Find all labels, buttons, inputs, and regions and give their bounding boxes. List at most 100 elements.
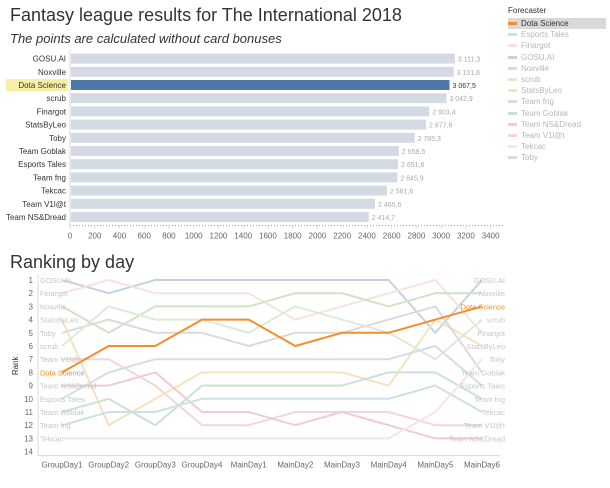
right-rank-label: Noxville xyxy=(479,289,505,298)
bar-value-label: 2 465,6 xyxy=(378,202,401,209)
rank-tick-label: 10 xyxy=(24,395,33,404)
right-rank-label: Finargot xyxy=(477,329,505,338)
legend-item-tekcac[interactable]: Tekcac xyxy=(508,141,606,152)
bar-value-label: 2 903,4 xyxy=(432,109,455,116)
bar-category-label: GOSU.AI xyxy=(33,55,66,64)
rank-tick-label: 8 xyxy=(29,368,34,377)
right-rank-label: Dota Science xyxy=(460,302,505,311)
x-tick-label: 1600 xyxy=(259,232,277,241)
x-tick-label: 2800 xyxy=(408,232,426,241)
legend-item-team-v1l-t[interactable]: Team V1l@t xyxy=(508,130,606,141)
day-tick-label: MainDay2 xyxy=(277,461,314,470)
rank-tick-label: 2 xyxy=(29,289,34,298)
legend-item-label: Toby xyxy=(521,153,538,163)
left-rank-label: Tekcac xyxy=(40,434,64,443)
legend-item-team-fng[interactable]: Team fng xyxy=(508,96,606,107)
bar-category-label: StatsByLeo xyxy=(25,121,66,130)
bar-category-label: Team V1l@t xyxy=(22,200,66,209)
bar-value-label: 2 877,6 xyxy=(429,123,452,130)
legend-swatch xyxy=(508,111,517,115)
bar-category-label: Team Goblak xyxy=(19,147,67,156)
legend-item-gosu-ai[interactable]: GOSU.AI xyxy=(508,52,606,63)
rank-line-noxville xyxy=(61,292,482,334)
rank-tick-label: 12 xyxy=(24,421,33,430)
bar-category-label: Team NS&Dread xyxy=(6,213,66,222)
bar xyxy=(71,212,369,222)
rank-tick-label: 1 xyxy=(29,276,34,285)
x-tick-label: 600 xyxy=(138,232,152,241)
rank-line-scrub xyxy=(61,305,483,361)
rank-line-toby xyxy=(61,305,483,373)
day-tick-label: MainDay3 xyxy=(324,461,361,470)
legend-item-statsbyleo[interactable]: StatsByLeo xyxy=(508,85,606,96)
bar-chart: GOSU.AI 3 111,3 Noxville 3 101,6 Dota Scienc… xyxy=(6,50,503,241)
legend-item-noxville[interactable]: Noxville xyxy=(508,63,606,74)
rank-tick-label: 4 xyxy=(29,316,34,325)
x-tick-label: 0 xyxy=(68,232,73,241)
legend-item-esports-tales[interactable]: Esports Tales xyxy=(508,29,606,40)
bar xyxy=(71,159,399,170)
legend-swatch xyxy=(508,100,517,104)
legend-swatch xyxy=(508,33,517,37)
day-tick-label: GroupDay3 xyxy=(135,461,176,470)
bar-category-label: Tekcac xyxy=(41,187,66,196)
chart-title: Fantasy league results for The Internati… xyxy=(10,5,402,25)
x-tick-label: 3200 xyxy=(457,232,475,241)
left-rank-label: Team V1l@t xyxy=(40,355,82,364)
legend-swatch xyxy=(508,156,517,160)
bar-category-label: Toby xyxy=(49,134,66,143)
rank-tick-label: 9 xyxy=(29,382,34,391)
bar xyxy=(71,132,415,143)
rank-line-team-fng xyxy=(61,384,483,427)
day-tick-label: GroupDay2 xyxy=(88,461,129,470)
right-rank-label: scrub xyxy=(487,316,505,325)
left-rank-label: StatsByLeo xyxy=(40,316,78,325)
legend-swatch xyxy=(508,44,517,48)
rank-tick-label: 7 xyxy=(29,355,34,364)
bar-category-label: Finargot xyxy=(37,107,67,116)
legend-item-label: Tekcac xyxy=(521,142,546,152)
bar-value-label: 3 111,3 xyxy=(458,57,480,64)
rank-tick-label: 3 xyxy=(29,302,34,311)
bar xyxy=(71,198,376,209)
left-rank-label: GOSU.AI xyxy=(40,276,71,285)
rank-line-team-ns-dread xyxy=(62,371,482,440)
bar xyxy=(71,93,447,104)
left-rank-label: scrub xyxy=(40,342,58,351)
legend-item-label: scrub xyxy=(521,75,541,85)
right-rank-label: Team V1l@t xyxy=(464,421,506,430)
legend-swatch xyxy=(508,22,517,26)
bar-value-label: 2 414,7 xyxy=(372,215,395,222)
x-tick-label: 3400 xyxy=(482,232,500,241)
right-rank-label: Esports Tales xyxy=(460,382,505,391)
rank-tick-label: 11 xyxy=(25,408,34,417)
legend-swatch xyxy=(508,145,517,149)
right-rank-label: Team NS&Dread xyxy=(449,434,505,443)
legend-items: Dota Science Esports Tales Finargot GOSU.AI… xyxy=(508,18,606,163)
bar-category-label: Dota Science xyxy=(18,81,66,90)
legend-item-finargot[interactable]: Finargot xyxy=(508,40,606,51)
legend-item-label: GOSU.AI xyxy=(521,52,555,62)
left-rank-label: Noxville xyxy=(40,302,66,311)
right-rank-label: GOSU.AI xyxy=(474,276,505,285)
bar-value-label: 2 561,6 xyxy=(390,189,413,196)
ranking-title: Ranking by day xyxy=(10,252,135,272)
bar xyxy=(71,119,427,130)
legend-item-team-goblak[interactable]: Team Goblak xyxy=(508,108,606,119)
rank-line-finargot xyxy=(61,279,483,334)
bar-value-label: 3 042,9 xyxy=(449,96,472,103)
legend-item-dota-science[interactable]: Dota Science xyxy=(508,18,606,30)
legend-item-label: Esports Tales xyxy=(521,30,569,40)
left-rank-label: Dota Science xyxy=(40,368,85,377)
legend-item-label: Noxville xyxy=(521,63,550,73)
rank-line-tekcac xyxy=(62,358,483,440)
bar-category-label: Team fng xyxy=(33,173,66,182)
legend-item-team-ns-dread[interactable]: Team NS&Dread xyxy=(508,119,606,130)
legend-item-toby[interactable]: Toby xyxy=(508,152,606,163)
x-tick-label: 1400 xyxy=(234,232,252,241)
bar-value-label: 3 067,5 xyxy=(452,83,475,90)
legend-item-scrub[interactable]: scrub xyxy=(508,74,606,85)
day-tick-label: MainDay4 xyxy=(371,461,408,470)
legend-item-label: StatsByLeo xyxy=(521,86,562,96)
x-tick-label: 2400 xyxy=(358,232,376,241)
